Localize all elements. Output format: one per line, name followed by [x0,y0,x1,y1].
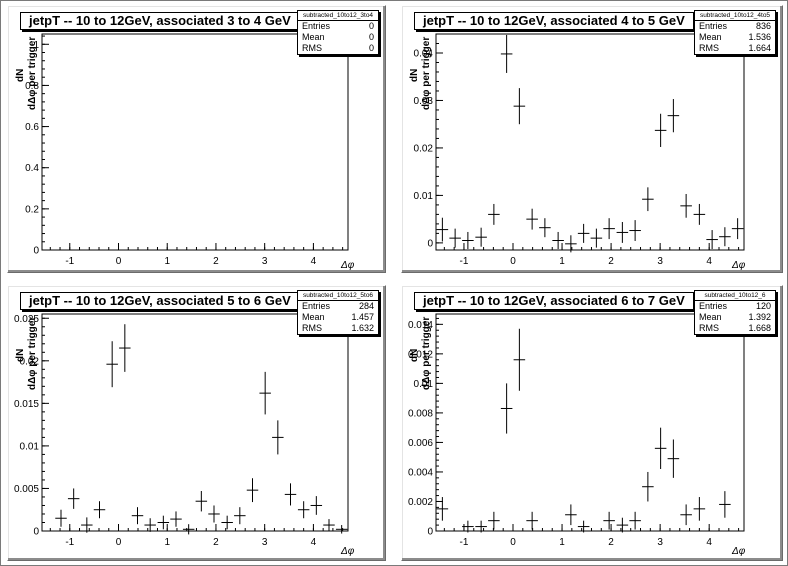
y-axis-label: dN dΔφ per trigger [409,36,432,110]
y-tick-label: 0 [427,238,433,249]
y-tick-label: 0.4 [25,163,39,174]
plot-3to4: -1 0 1 2 3 4 0 0.2 0.4 0.6 0.8 1 [25,33,349,267]
x-tick-label: 0 [510,256,516,267]
x-axis-label: Δφ [341,546,355,557]
x-tick-label: -1 [65,256,74,267]
x-tick-label: 2 [608,537,614,548]
plot-title: jetpT -- 10 to 12GeV, associated 4 to 5 … [414,12,694,30]
y-tick-label: 0.002 [408,497,433,508]
y-tick-label: 0.014 [408,320,433,331]
stats-box: subtracted_10to12_3to4 Entries 0 Mean 0 RM… [297,10,379,55]
plot-frame [435,313,745,532]
y-tick-label: 0.6 [25,122,39,133]
y-tick-label: 0.02 [20,356,40,367]
stats-box: subtracted_10to12_5to6 Entries 284 Mean 1.… [297,290,379,335]
y-tick-label: 0.01 [20,441,40,452]
x-tick-label: -1 [460,537,469,548]
y-tick-label: 0.01 [414,379,434,390]
x-tick-label: 1 [164,256,170,267]
x-tick-label: 4 [706,256,712,267]
stats-mean: Mean 1.457 [302,312,374,322]
y-tick-label: 0.004 [408,467,433,478]
x-tick-label: 4 [311,537,317,548]
x-tick-label: 2 [213,256,219,267]
x-tick-label: 4 [311,256,317,267]
hist-name: subtracted_10to12_6 [695,291,775,301]
plot-5to6: -1 0 1 2 3 4 0 0.005 0.01 0.015 0.02 0.025 [14,313,349,548]
x-tick-label: 1 [164,537,170,548]
y-tick-label: 0.2 [25,204,39,215]
stats-box: subtracted_10to12_4to5 Entries 836 Mean 1.… [694,10,776,55]
y-tick-label: 0.012 [408,349,433,360]
stats-mean: Mean 1.536 [699,32,771,42]
stats-rms: RMS 1.632 [302,323,374,333]
stats-entries: Entries 0 [302,21,374,31]
x-tick-label: 3 [657,537,663,548]
x-axis-label: Δφ [732,260,746,271]
y-tick-label: 0.015 [14,399,39,410]
pad-5to6: -1 0 1 2 3 4 0 0.005 0.01 0.015 0.02 0.025 jetpT --… [7,285,386,561]
y-tick-label: 0.005 [14,484,39,495]
x-tick-label: 3 [262,537,268,548]
plot-4to5: -1 0 1 2 3 4 0 0.01 0.02 0.03 0.04 [414,33,745,267]
stats-rms: RMS 1.664 [699,43,771,53]
pad-4to5: -1 0 1 2 3 4 0 0.01 0.02 0.03 0.04 jetpT -- 10 to … [401,5,783,273]
y-tick-label: 0.03 [414,96,434,107]
x-tick-label: 1 [559,537,565,548]
hist-name: subtracted_10to12_4to5 [695,11,775,21]
pad-3to4: -1 0 1 2 3 4 0 0.2 0.4 0.6 0.8 1 jetpT -- 10 to 12G… [7,5,386,273]
x-tick-label: -1 [460,256,469,267]
stats-box: subtracted_10to12_6 Entries 120 Mean 1.392… [694,290,776,335]
x-tick-label: 4 [706,537,712,548]
y-tick-label: 0 [33,246,39,257]
y-tick-label: 1 [33,40,39,51]
x-tick-label: 2 [213,537,219,548]
plot-6to7: -1 0 1 2 3 4 0 0.002 0.004 0.006 0.008 0.01 0.012 0.0… [408,313,745,548]
stats-rms: RMS 0 [302,43,374,53]
y-tick-label: 0.04 [414,48,434,59]
x-tick-label: 0 [116,537,122,548]
plot-frame [435,33,745,251]
y-tick-label: 0.01 [414,191,434,202]
y-tick-label: 0.8 [25,81,39,92]
x-tick-label: 2 [608,256,614,267]
x-tick-label: 1 [559,256,565,267]
x-tick-label: -1 [65,537,74,548]
y-axis-label: dN dΔφ per trigger [15,36,38,110]
plot-frame [41,313,349,532]
stats-entries: Entries 284 [302,301,374,311]
stats-mean: Mean 1.392 [699,312,771,322]
stats-rms: RMS 1.668 [699,323,771,333]
y-tick-label: 0.02 [414,143,434,154]
x-tick-label: 3 [262,256,268,267]
y-axis-label: dN dΔφ per trigger [15,316,38,390]
y-tick-label: 0.025 [14,314,39,325]
y-axis-label: dN dΔφ per trigger [409,316,432,390]
x-axis-label: Δφ [341,260,355,271]
pad-6to7: -1 0 1 2 3 4 0 0.002 0.004 0.006 0.008 0.01 0.012 0.0… [401,285,783,561]
x-axis-label: Δφ [732,546,746,557]
y-tick-label: 0.008 [408,408,433,419]
hist-name: subtracted_10to12_3to4 [298,11,378,21]
x-tick-label: 0 [116,256,122,267]
y-tick-label: 0 [427,527,433,538]
plot-title: jetpT -- 10 to 12GeV, associated 3 to 4 … [20,12,300,30]
plot-title: jetpT -- 10 to 12GeV, associated 5 to 6 … [20,292,300,310]
stats-mean: Mean 0 [302,32,374,42]
y-tick-label: 0 [33,527,39,538]
hist-name: subtracted_10to12_5to6 [298,291,378,301]
stats-entries: Entries 836 [699,21,771,31]
x-tick-label: 3 [657,256,663,267]
plot-frame [41,33,349,251]
x-tick-label: 0 [510,537,516,548]
stats-entries: Entries 120 [699,301,771,311]
plot-title: jetpT -- 10 to 12GeV, associated 6 to 7 … [414,292,694,310]
y-tick-label: 0.006 [408,438,433,449]
